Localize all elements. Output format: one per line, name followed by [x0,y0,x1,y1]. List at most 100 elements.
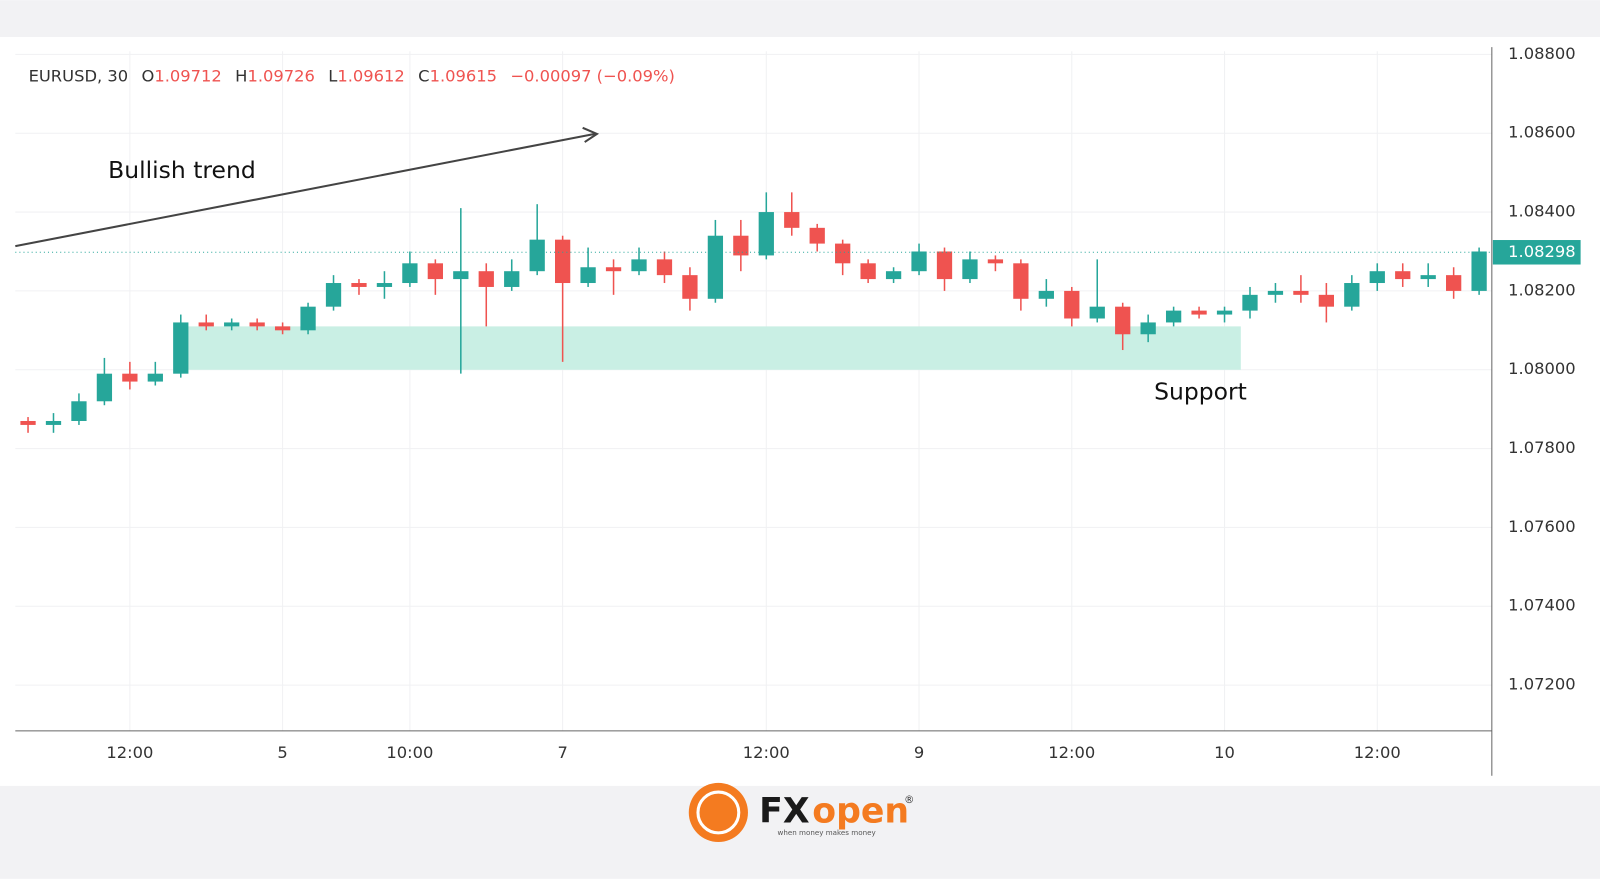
x-tick-label: 12:00 [1048,743,1095,762]
candle-body [631,259,647,272]
candle-body [249,322,265,327]
logo: FX open ® when money makes money [688,782,914,843]
x-tick-label: 12:00 [1354,743,1401,762]
candle-body [1038,290,1054,299]
candle-body [376,283,393,287]
candle-body [1267,290,1284,295]
candle-body [351,283,367,287]
candle-body [605,267,622,272]
candle-body [224,322,240,327]
last-price-label: 1.08298 [1508,242,1575,261]
candle-body [1318,294,1335,307]
y-tick-label: 1.08200 [1508,280,1575,299]
candle-body [962,259,978,280]
plot: 1.07200 1.07400 1.07600 1.07800 1.08000 1.082… [15,44,1581,776]
candle-body [784,212,800,228]
x-tick-label: 5 [277,743,287,762]
legend-value: 1.09726 [247,66,314,85]
candle-body [198,322,214,327]
candle-body [682,275,698,299]
x-tick-label: 10 [1214,743,1235,762]
candle-body [1344,283,1360,307]
candle-body [580,267,596,284]
brand-name: FX [759,791,810,831]
y-tick-label: 1.08800 [1508,44,1575,63]
brand-slogan: when money makes money [778,828,876,837]
candle-body [20,420,36,425]
brand-mark: ® [904,795,914,806]
candle-body [656,259,673,276]
candle-body [733,235,749,256]
y-tick-label: 1.07800 [1508,438,1575,457]
candle-body [173,322,189,374]
candle-body [529,239,545,272]
logo-icon-ring [696,790,741,835]
candle-body [325,283,342,307]
candle-body [147,373,163,382]
legend-value: 1.09712 [154,66,221,85]
candle-body [1446,275,1462,291]
candle-body [122,373,138,382]
candle-body [1369,271,1385,284]
legend-key: H [235,66,247,85]
candle-body [885,271,902,280]
candle-body [478,271,494,287]
candle-body [936,251,953,280]
candle-body [1191,310,1207,315]
candle-body [1115,306,1131,335]
trend-label: Bullish trend [108,156,256,184]
candle-body [274,326,291,331]
candle-body [453,271,469,280]
candle-body [71,401,87,421]
x-tick-label: 7 [557,743,567,762]
support-zone [173,326,1241,370]
x-tick-label: 12:00 [106,743,153,762]
candle-body [835,243,851,264]
candle-body [987,259,1004,264]
legend-key: L [328,66,337,85]
y-tick-label: 1.08600 [1508,123,1575,142]
candle-body [1293,290,1309,295]
trend-line [15,132,596,248]
legend-value: 1.09612 [337,66,404,85]
candle-body [911,251,927,272]
legend-key: O [142,66,155,85]
y-tick-label: 1.08000 [1508,359,1575,378]
candle-body [1420,275,1436,280]
candle-body [809,227,825,244]
candle-body [707,235,724,299]
candle-body [1089,306,1105,319]
x-tick-label: 12:00 [743,743,790,762]
legend-value: 1.09615 [430,66,497,85]
candle-body [1471,251,1487,291]
support-label: Support [1154,378,1247,406]
trend-arrowhead [582,126,600,143]
chart-card [0,36,1600,786]
last-price-box [1492,240,1581,265]
candle-body [1013,263,1029,299]
candle-body [1165,310,1182,323]
symbol: EURUSD, 30 [29,66,129,85]
candle-body [1395,271,1411,280]
candle-body [860,263,876,280]
x-tick-label: 10:00 [386,743,433,762]
candle-body [555,239,571,284]
y-tick-label: 1.07400 [1508,596,1575,615]
candle-body [427,263,443,280]
brand-name: open [812,791,909,831]
ohlc-legend: EURUSD, 30 O1.09712 H1.09726 L1.09612 C1… [29,66,675,85]
candle-body [1140,322,1156,335]
x-tick-label: 9 [914,743,924,762]
y-tick-label: 1.07600 [1508,517,1575,536]
candle-body [96,373,113,402]
legend-change: −0.00097 (−0.09%) [510,66,675,85]
candle-body [1216,310,1233,315]
candle-body [300,306,316,331]
candle-body [758,212,774,256]
legend-key: C [418,66,429,85]
y-tick-label: 1.07200 [1508,675,1575,694]
candle-body [402,263,418,284]
candle-body [1242,294,1258,311]
